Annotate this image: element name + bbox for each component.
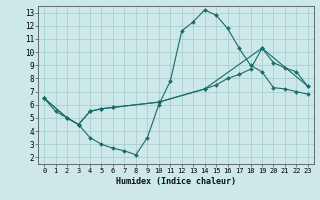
X-axis label: Humidex (Indice chaleur): Humidex (Indice chaleur) <box>116 177 236 186</box>
